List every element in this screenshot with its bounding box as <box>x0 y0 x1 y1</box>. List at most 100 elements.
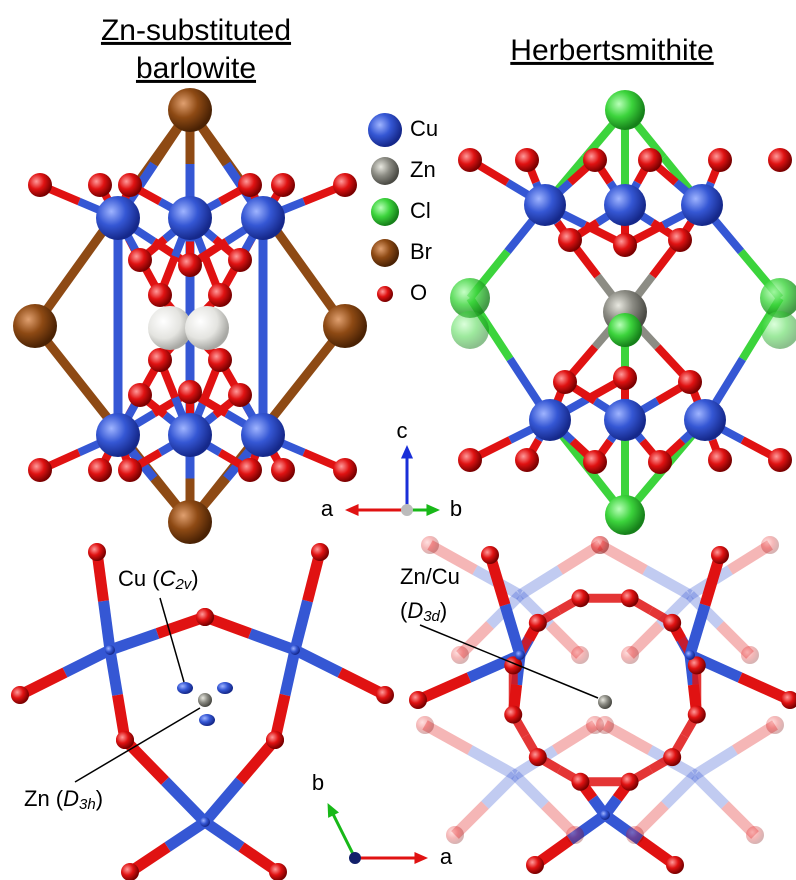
arrow-head <box>426 503 440 517</box>
atom <box>768 148 792 172</box>
atom <box>746 826 764 844</box>
legend-swatch <box>377 286 393 302</box>
legend-swatch <box>368 113 402 147</box>
bond <box>691 771 729 809</box>
atom <box>116 731 134 749</box>
legend-label: O <box>410 280 427 305</box>
atom <box>238 458 262 482</box>
bond <box>279 648 301 697</box>
atom <box>168 413 212 457</box>
atom <box>558 228 582 252</box>
atom <box>128 383 152 407</box>
bond <box>248 628 297 656</box>
annotation-zncu: Zn/Cu <box>400 564 460 589</box>
atom <box>663 748 682 767</box>
arrow-head <box>345 503 359 517</box>
axis-label-c: c <box>397 418 408 443</box>
bond <box>62 645 113 678</box>
legend-label: Zn <box>410 157 436 182</box>
atom <box>766 716 784 734</box>
leader-line <box>159 597 185 683</box>
atom <box>458 148 482 172</box>
atom <box>168 500 212 544</box>
atom <box>524 184 566 226</box>
atom <box>451 646 469 664</box>
arrow-head <box>414 851 428 865</box>
atom <box>88 543 106 561</box>
subscript: 3d <box>423 608 440 625</box>
bond <box>692 745 738 780</box>
atom <box>13 304 57 348</box>
atom <box>515 448 539 472</box>
atom <box>177 682 193 694</box>
atom <box>596 716 614 734</box>
atom <box>504 705 523 724</box>
atom <box>208 348 232 372</box>
atom <box>198 693 212 707</box>
subscript: 3h <box>79 796 96 813</box>
atoms <box>11 88 796 880</box>
atom <box>678 370 702 394</box>
atom <box>271 458 295 482</box>
atom <box>105 645 115 655</box>
bond <box>108 628 160 656</box>
text: ) <box>440 598 447 623</box>
legend-label: Cu <box>410 116 438 141</box>
bond <box>511 771 549 809</box>
atom <box>708 148 732 172</box>
atom <box>605 90 645 130</box>
axis-label-a: a <box>321 496 334 521</box>
atom <box>199 714 215 726</box>
atom <box>421 536 439 554</box>
text: ( <box>400 598 408 623</box>
atom <box>591 536 609 554</box>
atom <box>663 613 682 632</box>
atom <box>458 448 482 472</box>
atom <box>128 248 152 272</box>
atom <box>118 173 142 197</box>
atom <box>613 233 637 257</box>
title-left-1: Zn-substituted <box>101 14 291 47</box>
bond <box>481 771 519 809</box>
annotation-zn: Zn (D3h) <box>24 786 103 813</box>
bond <box>415 672 472 706</box>
atom <box>620 589 639 608</box>
atom <box>96 413 140 457</box>
leader-line <box>419 624 599 699</box>
atom <box>598 695 612 709</box>
atom <box>409 691 427 709</box>
atom <box>768 448 792 472</box>
atom <box>118 458 142 482</box>
atom <box>185 306 229 350</box>
text: ) <box>96 786 103 811</box>
legend: Cu Zn Cl Br O <box>368 113 438 305</box>
atom <box>761 311 796 349</box>
atom <box>687 705 706 724</box>
atom <box>620 772 639 791</box>
atom <box>583 450 607 474</box>
subscript: 2v <box>174 576 192 593</box>
atom <box>687 656 706 675</box>
atom <box>526 856 544 874</box>
atom <box>208 283 232 307</box>
atom <box>608 313 642 347</box>
atom <box>241 196 285 240</box>
bond <box>164 817 209 852</box>
bond <box>499 603 526 657</box>
legend-swatch <box>371 157 399 185</box>
atom <box>28 173 52 197</box>
atom <box>684 399 726 441</box>
bond <box>200 777 245 826</box>
text: Zn ( <box>24 786 64 811</box>
axis-arrow <box>330 811 357 859</box>
atom <box>323 304 367 348</box>
atom <box>666 856 684 874</box>
atom <box>88 173 112 197</box>
bond <box>661 771 699 809</box>
atom <box>178 253 202 277</box>
axis-label-b-bottom: b <box>312 770 324 795</box>
bond <box>201 817 245 852</box>
bond <box>737 672 793 706</box>
atom <box>446 826 464 844</box>
